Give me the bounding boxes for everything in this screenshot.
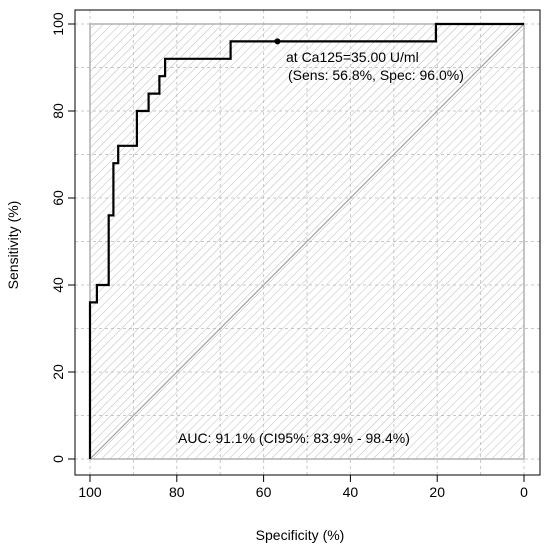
plot-frame xyxy=(74,9,541,476)
y-tick-label: 40 xyxy=(50,277,66,293)
auc-label: AUC: 91.1% (CI95%: 83.9% - 98.4%) xyxy=(178,430,410,446)
threshold-label-line1: at Ca125=35.00 U/ml xyxy=(286,49,419,65)
x-axis-label: Specificity (%) xyxy=(256,527,345,543)
y-tick-label: 20 xyxy=(50,364,66,380)
x-tick-label: 80 xyxy=(169,484,185,500)
threshold-point xyxy=(274,38,281,45)
y-tick-label: 80 xyxy=(50,103,66,119)
roc-space-box xyxy=(89,23,525,460)
y-tick-label: 60 xyxy=(50,190,66,206)
x-tick-label: 0 xyxy=(520,484,528,500)
x-tick-label: 20 xyxy=(429,484,445,500)
threshold-label-line2: (Sens: 56.8%, Spec: 96.0%) xyxy=(288,67,464,83)
x-tick-label: 100 xyxy=(78,484,102,500)
x-tick-label: 60 xyxy=(256,484,272,500)
plot-area: 100 80 60 40 20 0 0 20 40 60 80 100 xyxy=(50,9,541,500)
diagonal-reference-line xyxy=(89,23,525,460)
x-tick-label: 40 xyxy=(343,484,359,500)
roc-curve-line xyxy=(88,22,524,459)
y-tick-label: 100 xyxy=(50,12,66,36)
y-tick-label: 0 xyxy=(50,455,66,463)
y-axis-label: Sensitivity (%) xyxy=(5,201,21,290)
